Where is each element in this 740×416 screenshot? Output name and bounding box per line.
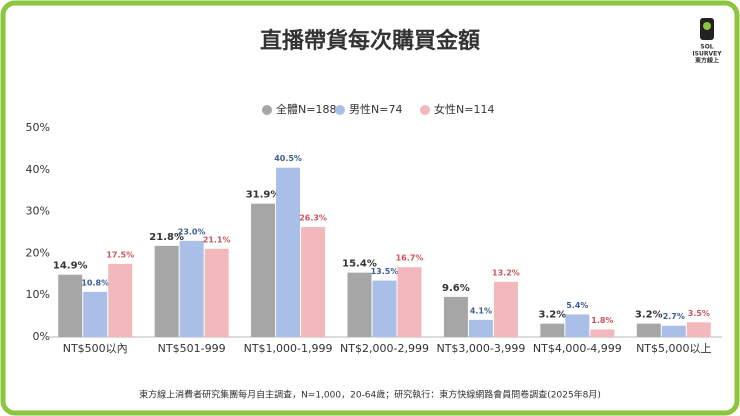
bar [590,329,615,337]
bar [58,274,83,337]
logo-text: 東方線上 [695,57,719,65]
y-tick-label: 20% [26,246,50,259]
value-label: 16.7% [396,254,424,263]
value-label: 23.0% [178,227,206,236]
value-label: 2.7% [663,312,685,321]
bar [636,323,661,337]
logo-eye [703,22,711,30]
bar [372,280,397,337]
legend-label: 全體N=188 [276,102,336,116]
bar [443,296,468,337]
value-label: 3.5% [688,309,710,318]
logo-text: ISURVEY [692,51,722,58]
value-label: 31.9% [246,190,281,201]
value-label: 4.1% [470,306,492,315]
value-label: 5.4% [566,301,588,310]
source-note: 東方線上消費者研究集團每月自主調查，N=1,000，20-64歲；研究執行：東方… [139,389,601,401]
value-label: 14.9% [53,261,88,272]
value-label: 26.3% [299,214,327,223]
x-tick-label: NT$3,000-3,999 [436,342,525,355]
bar [179,240,204,337]
value-label: 3.2% [635,310,663,321]
legend-label: 男性N=74 [349,102,402,116]
bar [154,245,179,337]
bar [301,227,326,337]
value-label: 21.1% [203,235,231,244]
bar [204,248,229,337]
value-label: 3.2% [538,310,566,321]
bar [108,263,133,337]
y-tick-label: 0% [33,330,50,343]
bar [493,281,518,337]
value-label: 21.8% [149,232,184,243]
x-tick-label: NT$2,000-2,999 [340,342,429,355]
value-label: 13.2% [492,268,520,277]
bar [276,167,301,337]
bar [397,267,422,337]
bar [468,319,493,337]
x-tick-label: NT$4,000-4,999 [533,342,622,355]
chart-title: 直播帶貨每次購買金額 [260,28,480,54]
value-label: 1.8% [591,316,613,325]
bar [686,322,711,337]
legend-label: 女性N=114 [434,102,494,116]
value-label: 17.5% [106,250,134,259]
value-label: 13.5% [371,267,399,276]
value-label: 40.5% [274,154,302,163]
x-tick-label: NT$501-999 [158,342,226,355]
logo: SOL ISURVEY 東方線上 [692,18,722,65]
legend-swatch [262,105,272,115]
y-tick-label: 10% [26,288,50,301]
x-tick-label: NT$500以內 [63,342,128,355]
bar [251,203,276,337]
legend-swatch [420,105,430,115]
y-tick-label: 30% [26,205,50,218]
legend-swatch [335,105,345,115]
x-tick-label: NT$1,000-1,999 [244,342,333,355]
value-label: 10.8% [81,278,109,287]
value-label: 15.4% [342,259,377,270]
y-tick-label: 50% [26,121,50,134]
x-tick-label: NT$5,000以上 [636,342,711,355]
bar [83,291,108,337]
bar [347,272,372,337]
logo-text: SOL [700,44,713,51]
bar [661,325,686,337]
bar [540,323,565,337]
y-tick-label: 40% [26,163,50,176]
value-label: 9.6% [442,283,470,294]
bar [565,314,590,337]
